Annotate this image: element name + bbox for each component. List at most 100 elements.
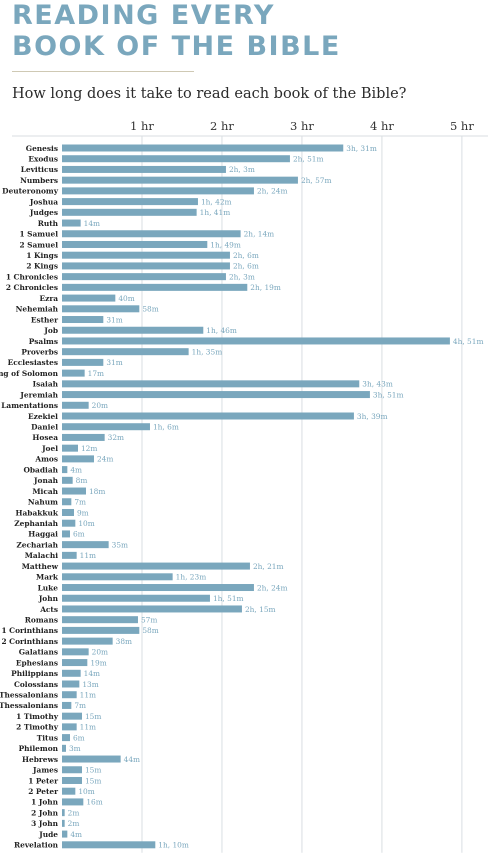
data-label: 8m xyxy=(76,476,88,485)
data-label: 9m xyxy=(77,508,89,517)
category-label: 1 Peter xyxy=(28,776,58,785)
category-label: Ezra xyxy=(39,294,58,303)
bar xyxy=(62,144,344,152)
data-label: 17m xyxy=(88,369,104,378)
bar xyxy=(62,809,65,817)
bar xyxy=(62,165,226,173)
chart-subtitle: How long does it take to read each book … xyxy=(12,86,407,102)
data-label: 32m xyxy=(108,433,124,442)
data-label: 14m xyxy=(84,219,100,228)
bar xyxy=(62,691,77,699)
bar-row: Malachi 11m xyxy=(25,551,96,560)
data-label: 35m xyxy=(112,540,128,549)
data-label: 15m xyxy=(85,712,101,721)
x-tick-label: 2 hr xyxy=(210,119,234,133)
bar-row: Amos 24m xyxy=(34,455,113,464)
data-label: 1h, 35m xyxy=(192,347,223,356)
bar xyxy=(62,476,73,484)
bar-row: Matthew 2h, 21m xyxy=(22,562,284,571)
bar-row: Jonah 8m xyxy=(33,476,87,485)
bar-row: 1 Corinthians 58m xyxy=(1,626,158,635)
bar xyxy=(62,573,173,581)
bar xyxy=(62,326,204,334)
category-label: Jonah xyxy=(33,476,59,485)
bar-row: Genesis 3h, 31m xyxy=(26,144,377,153)
bar-row: 2 Samuel 1h, 49m xyxy=(19,240,240,249)
data-label: 3h, 51m xyxy=(373,390,404,399)
bar-row: 1 Chronicles 2h, 3m xyxy=(6,272,255,281)
data-label: 3h, 39m xyxy=(357,412,388,421)
data-label: 2h, 6m xyxy=(233,251,259,260)
data-label: 15m xyxy=(85,776,101,785)
data-label: 2h, 14m xyxy=(244,230,275,239)
category-label: Matthew xyxy=(22,562,59,571)
bar-row: Titus 6m xyxy=(37,733,85,742)
bar xyxy=(62,562,250,570)
category-label: Amos xyxy=(34,455,58,464)
category-label: Hebrews xyxy=(22,755,58,764)
bar xyxy=(62,208,197,216)
category-label: Philippians xyxy=(11,669,58,678)
data-label: 2h, 51m xyxy=(293,155,324,164)
data-label: 20m xyxy=(92,401,108,410)
category-label: Proverbs xyxy=(21,347,58,356)
bar-row: Philippians 14m xyxy=(11,669,100,678)
category-label: 2 Corinthians xyxy=(1,637,58,646)
bar-row: John 1h, 51m xyxy=(38,594,244,603)
data-label: 2m xyxy=(68,819,80,828)
bar-row: Philemon 3m xyxy=(19,744,81,753)
title-line-1: READING EVERY xyxy=(12,0,275,31)
bar xyxy=(62,187,254,195)
category-label: Nahum xyxy=(28,498,58,507)
bar-row: Haggai 6m xyxy=(28,530,84,539)
bar xyxy=(62,701,72,709)
data-label: 1h, 41m xyxy=(200,208,231,217)
bar-row: 2 Thessalonians 7m xyxy=(0,701,86,710)
data-label: 2h, 57m xyxy=(301,176,332,185)
bar-row: 2 Chronicles 2h, 19m xyxy=(6,283,281,292)
bar xyxy=(62,680,80,688)
bar-row: 2 Kings 2h, 6m xyxy=(26,262,258,271)
bar-row: Ruth 14m xyxy=(38,219,100,228)
bar-row: Leviticus 2h, 3m xyxy=(21,165,255,174)
category-label: Esther xyxy=(31,315,58,324)
data-label: 38m xyxy=(116,637,132,646)
bar xyxy=(62,455,94,463)
data-label: 1h, 6m xyxy=(153,423,179,432)
bar-row: James 15m xyxy=(32,766,101,775)
category-label: 1 Kings xyxy=(26,251,58,260)
bar xyxy=(62,176,298,184)
bar-row: Micah 18m xyxy=(32,487,105,496)
bar-row: Ecclesiastes 31m xyxy=(8,358,123,367)
bar-row: 1 Kings 2h, 6m xyxy=(26,251,258,260)
data-label: 24m xyxy=(97,455,113,464)
category-label: Zechariah xyxy=(16,540,58,549)
bar-row: Luke 2h, 24m xyxy=(38,583,288,592)
data-label: 31m xyxy=(106,358,122,367)
bar xyxy=(62,262,230,270)
category-label: Joshua xyxy=(29,197,58,206)
bar-row: Ezra 40m xyxy=(39,294,134,303)
data-label: 18m xyxy=(89,487,105,496)
bar xyxy=(62,841,156,849)
bar-row: Ezekiel 3h, 39m xyxy=(28,412,387,421)
bar-row: Galatians 20m xyxy=(19,648,108,657)
category-label: Leviticus xyxy=(21,165,58,174)
data-label: 2m xyxy=(68,808,80,817)
data-label: 2h, 24m xyxy=(257,583,288,592)
bar xyxy=(62,723,77,731)
bar xyxy=(62,648,89,656)
bar-row: Hebrews 44m xyxy=(22,755,140,764)
data-label: 3m xyxy=(69,744,81,753)
bars: Genesis 3h, 31m Exodus 2h, 51m Leviticus 2h, … xyxy=(0,144,483,850)
category-label: Malachi xyxy=(25,551,58,560)
data-label: 15m xyxy=(85,766,101,775)
data-label: 1h, 10m xyxy=(158,841,189,850)
category-label: Luke xyxy=(38,583,59,592)
bar xyxy=(62,616,138,624)
bar-chart: 1 hr 2 hr 3 hr 4 hr 5 hr Genesis 3h, 31m Exodu… xyxy=(0,119,488,853)
category-label: Genesis xyxy=(26,144,58,153)
category-label: 2 John xyxy=(31,808,59,817)
category-label: Acts xyxy=(39,605,58,614)
data-label: 7m xyxy=(74,701,86,710)
